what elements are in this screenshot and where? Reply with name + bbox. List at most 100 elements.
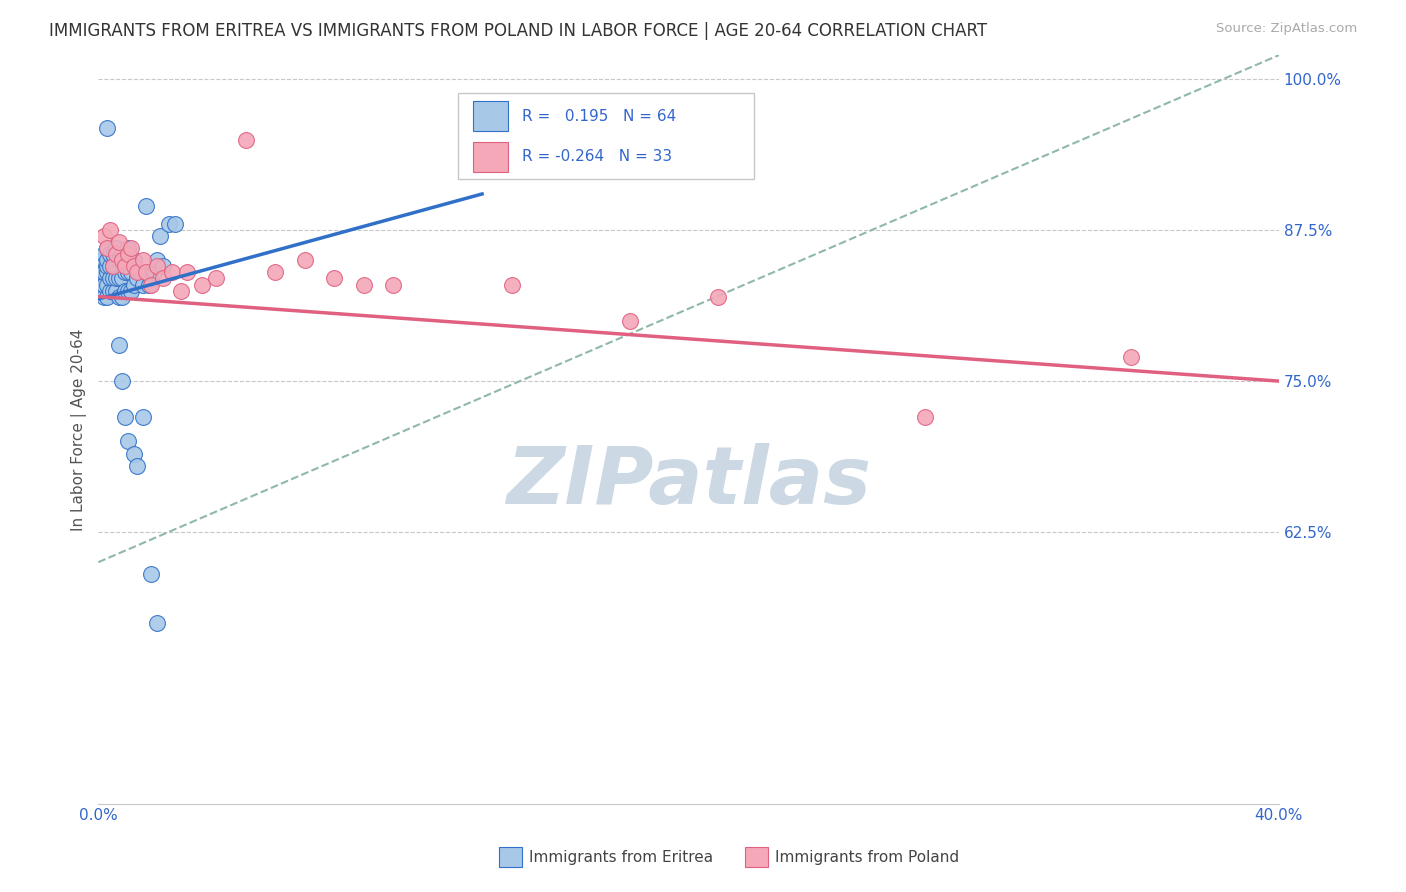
Point xyxy=(93,289,115,303)
Point xyxy=(117,284,139,298)
Point xyxy=(114,284,136,298)
Point xyxy=(131,410,153,425)
Point xyxy=(160,265,183,279)
Point xyxy=(98,223,121,237)
Point xyxy=(152,271,174,285)
Point xyxy=(264,265,287,279)
Point xyxy=(90,265,112,279)
Point xyxy=(170,284,193,298)
Point xyxy=(114,410,136,425)
Text: R =   0.195   N = 64: R = 0.195 N = 64 xyxy=(522,109,676,124)
Point xyxy=(707,289,730,303)
Point xyxy=(93,253,115,268)
Point xyxy=(105,241,128,255)
Point xyxy=(619,314,641,328)
Point xyxy=(117,247,139,261)
Point xyxy=(135,265,157,279)
Point xyxy=(125,458,148,473)
Point xyxy=(294,253,316,268)
Point xyxy=(117,434,139,449)
Point xyxy=(114,260,136,274)
FancyBboxPatch shape xyxy=(458,93,754,178)
Point xyxy=(323,271,346,285)
Point xyxy=(146,615,169,630)
Point xyxy=(122,446,145,460)
Point xyxy=(98,260,121,274)
Point xyxy=(138,277,160,292)
FancyBboxPatch shape xyxy=(472,142,508,172)
Point xyxy=(98,247,121,261)
Point xyxy=(205,271,228,285)
Point xyxy=(101,260,124,274)
Point xyxy=(98,284,121,298)
Text: Source: ZipAtlas.com: Source: ZipAtlas.com xyxy=(1216,22,1357,36)
Point xyxy=(176,265,198,279)
Point xyxy=(120,284,142,298)
Point xyxy=(96,260,118,274)
Point xyxy=(105,260,128,274)
Point xyxy=(105,284,128,298)
Point xyxy=(117,241,139,255)
Point xyxy=(93,277,115,292)
Point xyxy=(114,265,136,279)
Point xyxy=(149,229,172,244)
Point xyxy=(190,277,212,292)
Text: ZIPatlas: ZIPatlas xyxy=(506,442,872,521)
Point xyxy=(96,241,118,255)
Point xyxy=(98,271,121,285)
Point xyxy=(93,247,115,261)
Point xyxy=(111,253,134,268)
Point xyxy=(96,241,118,255)
Point xyxy=(111,289,134,303)
Point xyxy=(131,277,153,292)
Text: Immigrants from Poland: Immigrants from Poland xyxy=(775,850,959,864)
Text: IMMIGRANTS FROM ERITREA VS IMMIGRANTS FROM POLAND IN LABOR FORCE | AGE 20-64 COR: IMMIGRANTS FROM ERITREA VS IMMIGRANTS FR… xyxy=(49,22,987,40)
Point xyxy=(152,260,174,274)
Point xyxy=(146,260,169,274)
Point xyxy=(125,271,148,285)
Point xyxy=(122,253,145,268)
Point xyxy=(101,271,124,285)
Point xyxy=(120,241,142,255)
Point xyxy=(353,277,375,292)
Point xyxy=(96,289,118,303)
Point xyxy=(101,260,124,274)
Point xyxy=(135,199,157,213)
Point xyxy=(101,284,124,298)
Text: R = -0.264   N = 33: R = -0.264 N = 33 xyxy=(522,149,672,164)
Y-axis label: In Labor Force | Age 20-64: In Labor Force | Age 20-64 xyxy=(72,328,87,531)
Point xyxy=(235,133,257,147)
Point xyxy=(90,271,112,285)
Point xyxy=(111,374,134,388)
Point xyxy=(146,253,169,268)
Point xyxy=(93,229,115,244)
Point xyxy=(141,271,163,285)
Point xyxy=(108,235,131,250)
Point xyxy=(382,277,405,292)
Point xyxy=(96,265,118,279)
Point xyxy=(105,247,128,261)
Point xyxy=(141,567,163,582)
Point xyxy=(105,271,128,285)
Point xyxy=(131,253,153,268)
Point xyxy=(141,277,163,292)
Point xyxy=(108,338,131,352)
Point xyxy=(108,253,131,268)
Point xyxy=(120,265,142,279)
Point xyxy=(90,260,112,274)
Point xyxy=(122,277,145,292)
Point xyxy=(122,260,145,274)
Point xyxy=(108,289,131,303)
Point xyxy=(101,247,124,261)
Point xyxy=(93,265,115,279)
Point xyxy=(96,253,118,268)
Text: Immigrants from Eritrea: Immigrants from Eritrea xyxy=(529,850,713,864)
Point xyxy=(165,217,187,231)
Point xyxy=(96,277,118,292)
Point xyxy=(143,265,166,279)
Point xyxy=(914,410,936,425)
Point xyxy=(108,271,131,285)
Point xyxy=(157,217,180,231)
Point xyxy=(125,265,148,279)
FancyBboxPatch shape xyxy=(472,102,508,131)
